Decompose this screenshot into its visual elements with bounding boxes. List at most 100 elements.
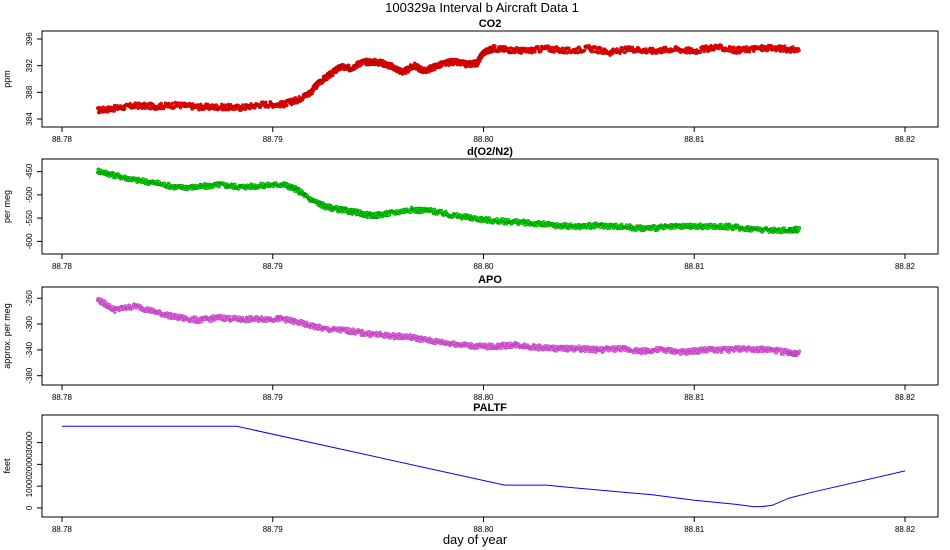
x-tick-label: 88.81 xyxy=(684,393,705,402)
y-tick-label: -340 xyxy=(25,341,34,358)
data-point xyxy=(712,47,716,52)
data-point xyxy=(725,227,730,231)
data-point xyxy=(582,48,587,53)
data-point xyxy=(541,220,546,224)
y-axis-label: per meg xyxy=(2,190,12,223)
data-point xyxy=(500,346,504,350)
y-axis-label: feet xyxy=(2,458,12,474)
figure-title: 100329a Interval b Aircraft Data 1 xyxy=(385,0,579,15)
y-axis-label: approx. per meg xyxy=(2,303,12,369)
data-point xyxy=(752,49,756,53)
data-point xyxy=(347,327,352,331)
panel-o2: d(O2/N2) per meg 88.78 88.79 88.80 88.81 88.82… xyxy=(2,146,939,271)
data-point xyxy=(797,226,802,230)
x-tick-label: 88.82 xyxy=(895,393,916,402)
data-point xyxy=(338,330,343,334)
panel-title: APO xyxy=(478,274,502,286)
y-tick-label: 10000 xyxy=(25,474,34,497)
x-tick-label: 88.82 xyxy=(895,135,916,144)
x-tick-label: 88.79 xyxy=(263,525,284,534)
data-point xyxy=(630,45,635,50)
panels: CO2 ppm 88.78 88.79 88.80 88.81 88.82 384 388 392… xyxy=(2,18,939,534)
panel-apo: APO approx. per meg 88.78 88.79 88.80 88.81 88… xyxy=(2,274,939,402)
data-point xyxy=(619,222,624,227)
data-point xyxy=(788,50,793,54)
panel-title: PALTF xyxy=(473,402,507,414)
y-tick-label: -550 xyxy=(25,210,34,227)
x-tick-label: 88.80 xyxy=(473,525,494,534)
y-tick-label: 20000 xyxy=(25,453,34,476)
x-tick-label: 88.78 xyxy=(52,525,73,534)
data-point xyxy=(797,349,802,354)
data-point xyxy=(227,314,232,319)
data-point xyxy=(241,103,245,107)
data-point xyxy=(199,319,204,324)
data-point xyxy=(565,51,570,55)
x-tick-label: 88.78 xyxy=(52,393,73,402)
data-point xyxy=(782,226,786,230)
data-point xyxy=(264,100,268,105)
x-tick-label: 88.80 xyxy=(473,135,494,144)
data-point xyxy=(533,50,537,54)
data-point xyxy=(237,315,242,319)
data-point xyxy=(745,45,749,49)
y-tick-label: -300 xyxy=(25,316,34,333)
data-point xyxy=(747,50,752,54)
data-point xyxy=(791,45,795,49)
data-point xyxy=(347,63,351,68)
x-tick-label: 88.81 xyxy=(684,262,705,271)
x-tick-label: 88.78 xyxy=(52,135,73,144)
plot-frame xyxy=(41,158,939,255)
x-tick-label: 88.80 xyxy=(473,262,494,271)
y-tick-label: 384 xyxy=(25,112,34,126)
y-tick-label: 392 xyxy=(25,58,34,72)
panel-paltf: PALTF feet 88.78 88.79 88.80 88.81 88.82 0 10000… xyxy=(2,402,939,534)
x-tick-label: 88.79 xyxy=(263,262,284,271)
data-point xyxy=(610,51,615,56)
data-point xyxy=(591,49,596,54)
plot-frame xyxy=(41,286,939,386)
data-point xyxy=(284,103,289,108)
y-tick-label: 396 xyxy=(25,32,34,46)
data-point xyxy=(233,182,237,187)
y-tick-label: 30000 xyxy=(25,431,34,454)
data-point xyxy=(493,44,497,48)
y-tick-label: -450 xyxy=(25,163,34,180)
data-point xyxy=(495,217,499,221)
y-tick-label: -380 xyxy=(25,367,34,384)
data-point xyxy=(194,315,198,320)
x-tick-label: 88.82 xyxy=(895,525,916,534)
data-point xyxy=(143,106,147,110)
data-point xyxy=(593,350,598,354)
plot-frame xyxy=(41,414,939,518)
data-point xyxy=(797,48,801,53)
panel-co2: CO2 ppm 88.78 88.79 88.80 88.81 88.82 384 388 392… xyxy=(2,18,939,144)
y-tick-label: -260 xyxy=(25,290,34,307)
x-tick-label: 88.79 xyxy=(263,135,284,144)
x-axis-label: day of year xyxy=(443,532,508,547)
series-line xyxy=(62,425,906,508)
data-point xyxy=(490,342,495,347)
x-tick-label: 88.80 xyxy=(473,393,494,402)
y-tick-label: -500 xyxy=(25,186,34,203)
plot-frame xyxy=(41,30,939,128)
y-axis-label: ppm xyxy=(2,70,12,88)
data-point xyxy=(351,327,356,332)
y-tick-label: -600 xyxy=(25,233,34,250)
data-point xyxy=(508,341,513,346)
y-tick-label: 388 xyxy=(25,85,34,99)
x-tick-label: 88.78 xyxy=(52,262,73,271)
x-tick-label: 88.81 xyxy=(684,135,705,144)
data-point xyxy=(293,96,298,100)
data-point xyxy=(128,101,132,106)
data-point xyxy=(367,329,372,334)
x-tick-label: 88.79 xyxy=(263,393,284,402)
data-point xyxy=(698,50,703,55)
data-point xyxy=(673,226,677,230)
y-tick-label: 0 xyxy=(25,505,34,510)
data-point xyxy=(564,344,569,349)
panel-title: d(O2/N2) xyxy=(467,146,513,158)
x-tick-label: 88.81 xyxy=(684,525,705,534)
data-point xyxy=(170,101,175,106)
